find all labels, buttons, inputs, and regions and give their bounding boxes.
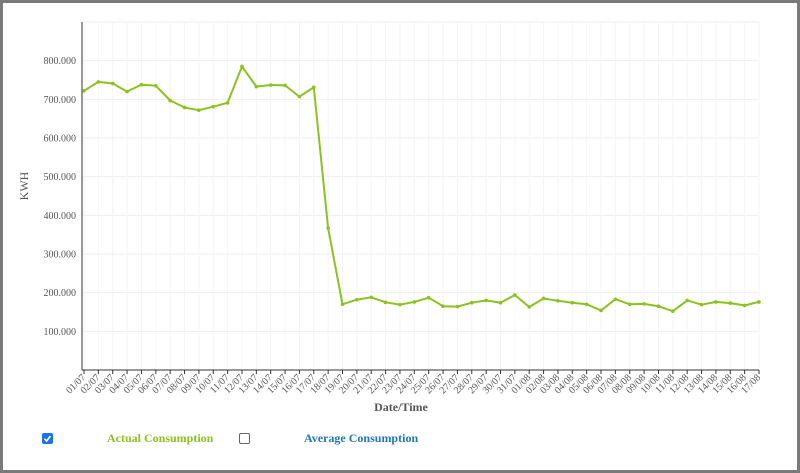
axis-layer bbox=[81, 22, 760, 374]
data-point[interactable] bbox=[671, 309, 675, 314]
y-tick-label: 800.000 bbox=[44, 56, 77, 67]
grid-layer bbox=[82, 21, 760, 370]
data-point[interactable] bbox=[125, 89, 129, 94]
y-tick-label: 300.000 bbox=[44, 250, 77, 261]
data-point[interactable] bbox=[139, 82, 144, 87]
chart-legend: Actual Consumption Average Consumption bbox=[40, 430, 460, 450]
series-line-actual-consumption bbox=[83, 65, 760, 313]
data-point[interactable] bbox=[469, 300, 474, 305]
average-consumption-checkbox[interactable] bbox=[239, 433, 250, 444]
data-point[interactable] bbox=[642, 302, 646, 306]
data-point[interactable] bbox=[599, 308, 603, 313]
data-point[interactable] bbox=[254, 84, 259, 89]
y-tick-label: 100.000 bbox=[44, 327, 77, 338]
y-axis-title: KWH bbox=[17, 171, 31, 200]
y-tick-labels: 100.000 200.000 300.000 400.000 500.000 600.0… bbox=[44, 56, 77, 338]
data-point[interactable] bbox=[197, 108, 201, 112]
data-point[interactable] bbox=[225, 101, 230, 105]
data-point[interactable] bbox=[455, 304, 460, 309]
data-point[interactable] bbox=[613, 297, 618, 302]
x-tick-labels: 01/0702/0703/0704/0705/0706/0707/0708/07… bbox=[64, 372, 763, 396]
data-point[interactable] bbox=[283, 83, 287, 88]
data-point[interactable] bbox=[182, 105, 187, 110]
data-point[interactable] bbox=[154, 84, 158, 88]
data-point[interactable] bbox=[570, 300, 575, 305]
data-point[interactable] bbox=[513, 293, 517, 297]
data-point[interactable] bbox=[584, 302, 589, 307]
data-point[interactable] bbox=[340, 302, 345, 307]
check-icon bbox=[43, 435, 52, 443]
data-point[interactable] bbox=[110, 81, 115, 86]
data-point[interactable] bbox=[168, 98, 172, 103]
data-point[interactable] bbox=[498, 300, 503, 305]
average-consumption-label[interactable]: Average Consumption bbox=[304, 431, 419, 445]
data-point[interactable] bbox=[441, 304, 445, 309]
data-point[interactable] bbox=[240, 64, 244, 69]
data-point[interactable] bbox=[699, 302, 704, 307]
data-point[interactable] bbox=[728, 301, 733, 305]
y-tick-label: 500.000 bbox=[44, 172, 77, 183]
actual-consumption-checkbox[interactable] bbox=[42, 433, 53, 444]
data-point[interactable] bbox=[355, 297, 359, 302]
data-point[interactable] bbox=[556, 298, 560, 303]
data-point[interactable] bbox=[211, 104, 216, 109]
data-point[interactable] bbox=[398, 302, 402, 307]
data-point[interactable] bbox=[426, 295, 431, 300]
series-layer bbox=[82, 64, 761, 314]
data-point[interactable] bbox=[541, 296, 546, 301]
data-point[interactable] bbox=[297, 94, 302, 99]
data-point[interactable] bbox=[484, 298, 488, 303]
y-tick-label: 700.000 bbox=[44, 95, 77, 106]
y-tick-label: 600.000 bbox=[44, 134, 77, 145]
data-point[interactable] bbox=[326, 226, 330, 230]
actual-consumption-label[interactable]: Actual Consumption bbox=[107, 431, 214, 445]
y-tick-label: 200.000 bbox=[44, 288, 77, 299]
data-point[interactable] bbox=[82, 89, 86, 93]
x-axis-title: Date/Time bbox=[374, 400, 428, 414]
y-tick-label: 400.000 bbox=[44, 211, 77, 222]
data-point[interactable] bbox=[685, 298, 689, 303]
data-point[interactable] bbox=[412, 300, 417, 304]
data-point[interactable] bbox=[714, 300, 718, 304]
data-point[interactable] bbox=[742, 303, 747, 308]
data-point[interactable] bbox=[96, 80, 101, 84]
data-point[interactable] bbox=[656, 304, 661, 309]
data-point[interactable] bbox=[757, 300, 761, 304]
data-point[interactable] bbox=[369, 295, 374, 300]
data-point[interactable] bbox=[383, 300, 388, 305]
data-point[interactable] bbox=[311, 85, 316, 90]
data-point[interactable] bbox=[527, 305, 532, 309]
data-point[interactable] bbox=[627, 302, 632, 307]
data-point[interactable] bbox=[268, 83, 273, 87]
